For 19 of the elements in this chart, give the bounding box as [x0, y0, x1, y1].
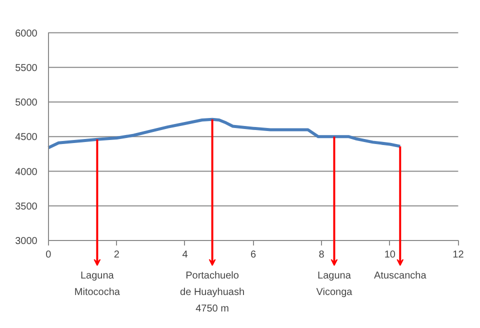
y-tick-label: 6000	[15, 28, 38, 40]
x-tick-label: 12	[452, 250, 464, 261]
x-tick-label: 8	[318, 250, 325, 261]
y-tick-label: 5000	[15, 98, 38, 109]
annotation: Laguna Viconga	[316, 270, 353, 298]
annotation: Laguna Mitococha	[74, 270, 120, 298]
y-tick-label: 4500	[15, 132, 38, 144]
y-tick-label: 3000	[15, 236, 38, 248]
line-series	[46, 118, 402, 150]
annotation: Portachuelo de Huayhuash 4750 m	[180, 270, 245, 315]
x-tick-label: 4	[182, 250, 188, 261]
y-tick-label: 4000	[15, 166, 38, 178]
annotation: Atuscancha	[374, 270, 427, 282]
y-tick-label: 3500	[15, 201, 38, 212]
x-tick-label: 6	[250, 250, 256, 261]
x-tick-label: 10	[384, 250, 396, 261]
y-tick-label: 5500	[15, 62, 38, 74]
x-tick-label: 2	[114, 250, 120, 261]
x-tick-label: 0	[46, 250, 52, 261]
